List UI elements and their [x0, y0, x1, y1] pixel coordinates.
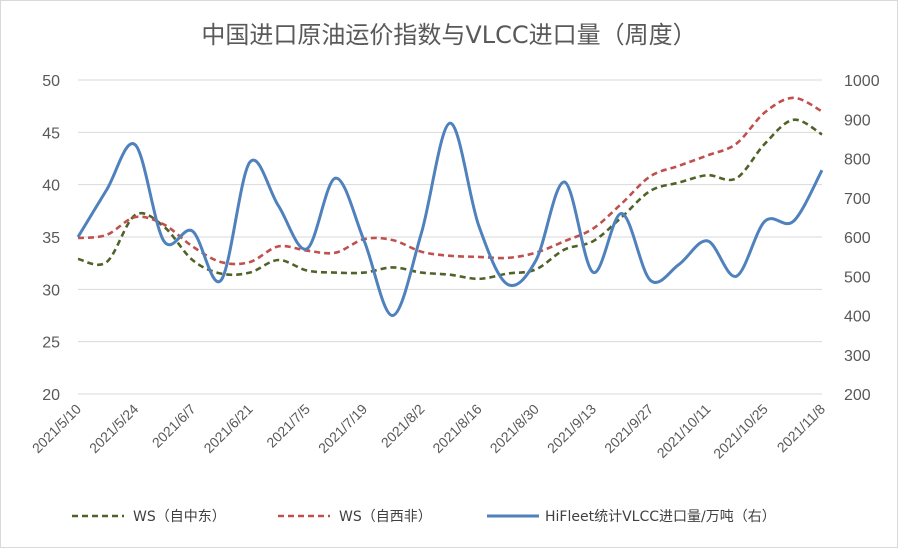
left-axis-ticks: 20 25 30 35 40 45 50	[42, 73, 60, 404]
x-tick-label: 2021/8/30	[487, 401, 543, 457]
left-tick-label: 20	[42, 387, 60, 404]
right-tick-label: 300	[844, 348, 871, 365]
ws-middle-east-line	[77, 118, 823, 281]
x-tick-label: 2021/10/25	[710, 401, 771, 462]
series-layer	[76, 96, 824, 317]
legend: WS（自中东） WS（自西非） HiFleet统计VLCC进口量/万吨（右）	[72, 509, 776, 525]
x-tick-label: 2021/6/21	[200, 401, 256, 457]
x-axis-ticks: 2021/5/10 2021/5/24 2021/6/7 2021/6/21 2021/…	[29, 401, 829, 462]
right-tick-label: 900	[844, 112, 871, 129]
left-tick-label: 40	[42, 178, 60, 195]
left-tick-label: 35	[42, 230, 60, 247]
x-tick-label: 2021/9/27	[601, 401, 657, 457]
x-tick-label: 2021/7/19	[315, 401, 371, 457]
right-tick-label: 200	[844, 387, 871, 404]
chart-title: 中国进口原油运价指数与VLCC进口量（周度）	[201, 21, 696, 49]
gridlines	[78, 79, 822, 395]
legend-vlcc-import-volume-label: HiFleet统计VLCC进口量/万吨（右）	[545, 509, 776, 525]
x-tick-label: 2021/11/8	[773, 401, 828, 456]
right-axis-ticks: 200 300 400 500 600 700 800 900 1000	[844, 73, 880, 404]
ws-west-africa-line	[77, 96, 823, 266]
x-tick-label: 2021/7/5	[263, 401, 313, 451]
right-tick-label: 500	[844, 269, 871, 286]
vlcc-import-volume-line	[76, 121, 824, 317]
x-tick-label: 2021/5/10	[29, 401, 85, 457]
right-tick-label: 400	[844, 309, 871, 326]
x-tick-label: 2021/10/11	[654, 401, 714, 461]
x-tick-label: 2021/9/13	[544, 401, 600, 457]
x-tick-label: 2021/6/7	[149, 401, 199, 451]
x-tick-label: 2021/5/24	[86, 401, 142, 457]
left-tick-label: 30	[42, 282, 60, 299]
x-tick-label: 2021/8/16	[429, 401, 485, 457]
legend-ws-middle-east-label: WS（自中东）	[133, 509, 226, 525]
legend-ws-west-africa-label: WS（自西非）	[339, 509, 432, 525]
left-tick-label: 45	[42, 125, 60, 142]
right-tick-label: 800	[844, 152, 871, 169]
right-tick-label: 700	[844, 191, 871, 208]
right-tick-label: 600	[844, 230, 871, 247]
left-tick-label: 25	[42, 335, 60, 352]
x-tick-label: 2021/8/2	[378, 401, 428, 451]
left-tick-label: 50	[42, 73, 60, 90]
right-tick-label: 1000	[844, 73, 880, 90]
